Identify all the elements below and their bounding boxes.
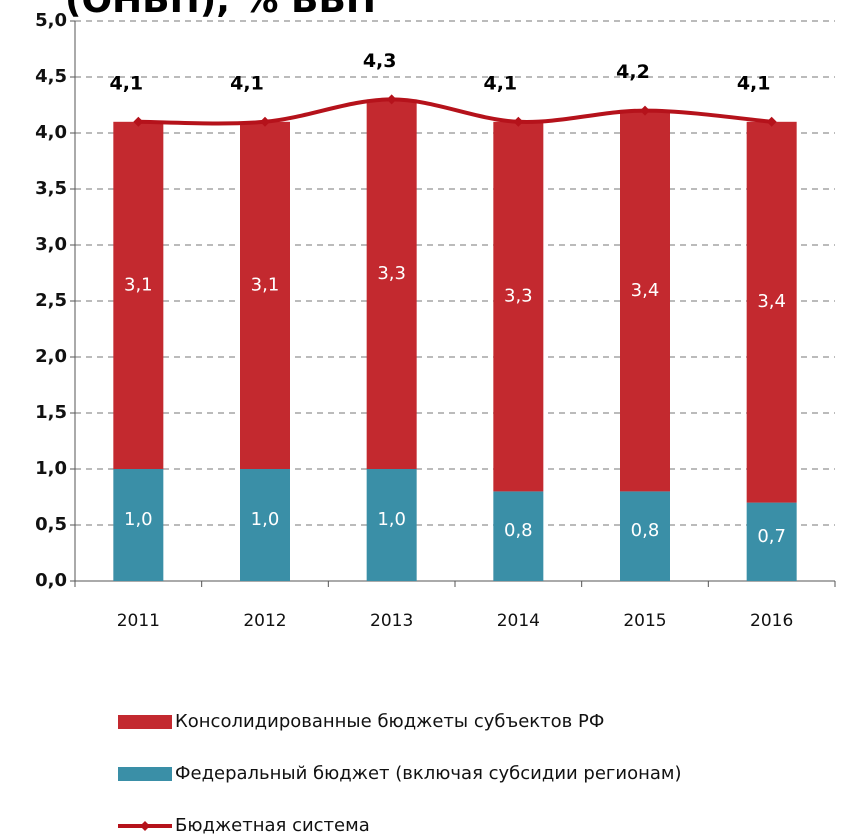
x-tick-label: 2011 [117,611,160,631]
legend-label: Бюджетная система [175,815,370,835]
bar-segment [366,99,417,470]
x-tick-label: 2016 [750,611,793,631]
bar-segment [493,491,544,581]
bar-value-label: 3,3 [504,286,533,307]
y-tick-label: 0,0 [35,570,67,591]
y-tick-label: 0,5 [35,514,67,535]
y-tick-label: 4,0 [35,122,67,143]
bar-value-label: 3,3 [377,263,406,284]
line-marker [513,116,524,127]
bar-value-label: 3,1 [251,274,280,295]
bar-segment [746,502,797,581]
bar-value-label: 3,1 [124,274,153,295]
bar-value-label: 1,0 [377,509,406,530]
line-marker [133,116,144,127]
legend-swatch [118,767,172,781]
x-tick-label: 2015 [623,611,666,631]
bar-segment [366,469,417,581]
x-tick-label: 2012 [243,611,286,631]
bar-segment [240,469,290,581]
line-marker [766,116,777,127]
line-marker [260,116,270,127]
line [138,97,772,126]
chart-title: (ОНБП), % ВВП [65,0,376,21]
bar-segment [746,121,797,503]
line-value-label: 4,1 [230,72,264,94]
bar-value-label: 3,4 [631,280,660,301]
bar-value-label: 0,8 [631,520,660,541]
bar-segment [113,469,164,581]
bar-value-label: 1,0 [124,509,153,530]
bar-value-label: 0,8 [504,520,533,541]
legend-label: Консолидированные бюджеты субъектов РФ [175,711,604,732]
bar-segment [240,121,290,470]
y-tick-label: 1,0 [35,458,67,479]
bar-value-label: 1,0 [251,509,280,530]
bar-value-label: 0,7 [757,526,786,547]
y-tick-label: 3,5 [35,178,67,199]
y-tick-label: 3,0 [35,234,67,255]
y-tick-label: 5,0 [35,10,67,31]
line-marker [386,94,397,105]
bar-segment [620,491,670,581]
line-value-label: 4,3 [363,50,397,72]
y-tick-label: 1,5 [35,402,67,423]
line-value-label: 4,2 [616,61,650,83]
line-value-label: 4,1 [483,72,517,94]
legend-label: Федеральный бюджет (включая субсидии рег… [175,763,682,784]
bar-segment [620,110,670,492]
bar-segment [493,121,544,492]
legend-swatch [118,715,172,729]
line-value-label: 4,1 [737,72,771,94]
line-marker [640,105,650,116]
bar-segment [113,121,164,470]
x-tick-label: 2013 [370,611,413,631]
x-tick-label: 2014 [497,611,540,631]
y-tick-label: 2,5 [35,290,67,311]
legend-swatch [140,821,150,831]
y-tick-label: 2,0 [35,346,67,367]
bar-value-label: 3,4 [757,291,786,312]
y-tick-label: 4,5 [35,66,67,87]
line-value-label: 4,1 [109,72,143,94]
